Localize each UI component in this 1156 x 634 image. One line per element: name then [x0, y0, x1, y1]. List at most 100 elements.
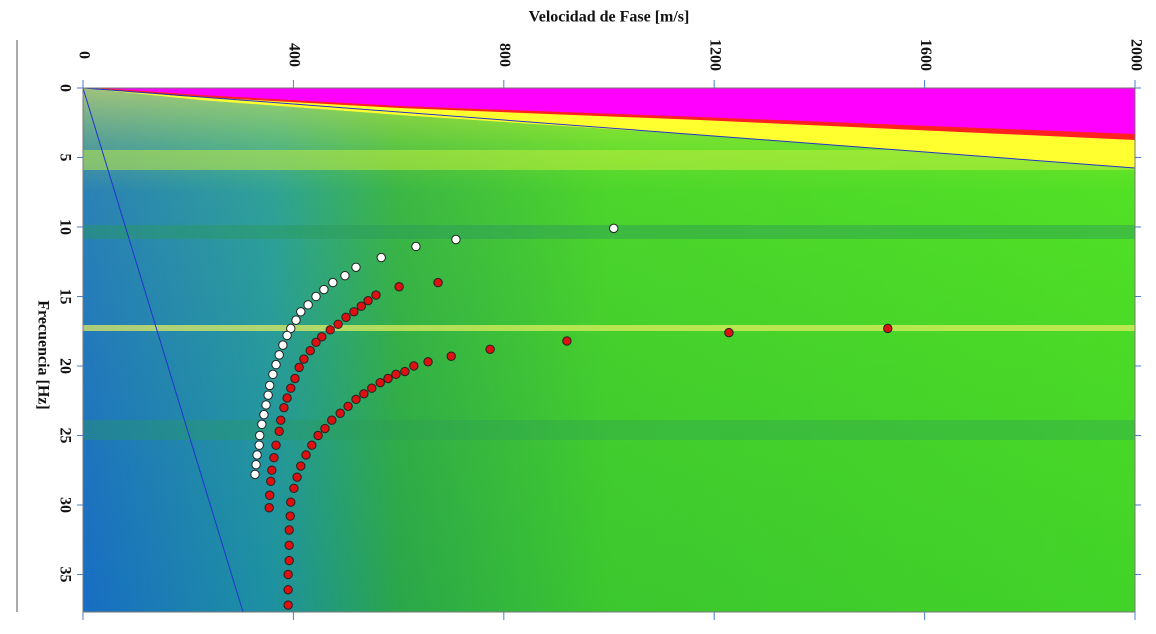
y-tick-label: 15	[56, 288, 73, 304]
data-point	[259, 409, 269, 420]
data-point	[283, 585, 293, 595]
data-point	[257, 419, 267, 430]
data-point	[282, 330, 292, 341]
data-point	[290, 373, 300, 384]
data-point	[286, 383, 296, 393]
data-point	[371, 290, 381, 300]
x-tick-label: 1600	[917, 39, 934, 71]
data-point	[282, 393, 292, 403]
data-point	[319, 284, 329, 295]
x-tick-label: 1200	[707, 39, 724, 71]
data-point	[343, 401, 353, 411]
data-point	[251, 459, 261, 470]
data-point	[317, 332, 327, 342]
data-point	[261, 400, 271, 410]
data-point	[301, 450, 311, 460]
y-tick-label: 0	[56, 84, 73, 92]
data-point	[265, 380, 275, 391]
data-point	[609, 223, 619, 234]
data-point	[266, 476, 276, 487]
data-point	[383, 373, 393, 384]
data-point	[296, 307, 306, 317]
y-tick-label: 20	[56, 358, 73, 374]
data-point	[335, 408, 345, 418]
y-tick-label: 25	[56, 427, 73, 443]
data-point	[294, 362, 304, 373]
data-point	[391, 369, 401, 380]
data-point	[400, 366, 410, 377]
data-point	[254, 440, 264, 450]
data-point	[292, 472, 302, 482]
data-point	[286, 497, 296, 507]
x-tick-label: 800	[496, 43, 513, 67]
data-point	[724, 327, 734, 338]
data-point	[284, 540, 294, 550]
data-point	[276, 415, 286, 425]
data-point	[252, 450, 262, 460]
data-point	[283, 569, 293, 580]
data-point	[327, 415, 337, 425]
data-point	[278, 340, 288, 350]
data-point	[356, 301, 366, 311]
data-point	[363, 295, 373, 306]
x-tick-label: 2000	[1127, 39, 1144, 71]
data-point	[274, 350, 284, 360]
data-point	[375, 377, 385, 388]
y-axis-title: Frecuencia [Hz]	[34, 300, 51, 409]
y-tick-label: 10	[56, 219, 73, 235]
data-point	[284, 555, 294, 566]
data-point	[367, 383, 377, 393]
data-point	[289, 483, 299, 493]
x-tick-label: 0	[75, 51, 92, 59]
data-point	[311, 337, 321, 348]
data-point	[359, 389, 369, 399]
data-point	[296, 461, 306, 471]
data-point	[284, 525, 294, 535]
data-point	[394, 282, 404, 292]
data-point	[351, 394, 361, 405]
plot-frame	[82, 87, 1136, 613]
y-tick-label: 5	[56, 153, 73, 161]
data-point	[271, 440, 281, 450]
data-point	[305, 345, 315, 356]
data-point	[485, 344, 495, 355]
data-point	[265, 490, 275, 500]
data-point	[446, 351, 456, 361]
data-point	[264, 503, 274, 513]
data-point	[279, 402, 289, 413]
y-tick-label: 35	[56, 566, 73, 582]
data-point	[349, 307, 359, 317]
data-point	[883, 323, 893, 334]
data-point	[255, 430, 265, 441]
data-point	[376, 252, 386, 263]
data-point	[340, 270, 350, 281]
x-tick-label: 400	[286, 43, 303, 67]
data-point	[274, 426, 284, 437]
data-point	[269, 453, 279, 463]
data-point	[313, 430, 323, 441]
chart-title: Velocidad de Fase [m/s]	[529, 9, 690, 26]
data-point	[250, 469, 260, 480]
heatmap	[82, 87, 1136, 613]
data-point	[562, 336, 572, 346]
data-point	[263, 390, 273, 400]
data-point	[341, 312, 351, 323]
data-point	[325, 325, 335, 335]
data-point	[268, 369, 278, 380]
data-point	[423, 357, 433, 367]
data-point	[291, 315, 301, 325]
data-point	[409, 361, 419, 371]
data-point	[328, 277, 338, 288]
data-point	[311, 291, 321, 302]
data-point	[320, 423, 330, 434]
y-tick-label: 30	[56, 497, 73, 513]
data-point	[451, 234, 461, 245]
data-point	[299, 354, 309, 364]
data-point	[283, 600, 293, 610]
data-point	[271, 359, 281, 370]
data-point	[285, 511, 295, 521]
data-point	[351, 262, 361, 272]
data-point	[303, 300, 313, 310]
data-point	[333, 319, 343, 329]
